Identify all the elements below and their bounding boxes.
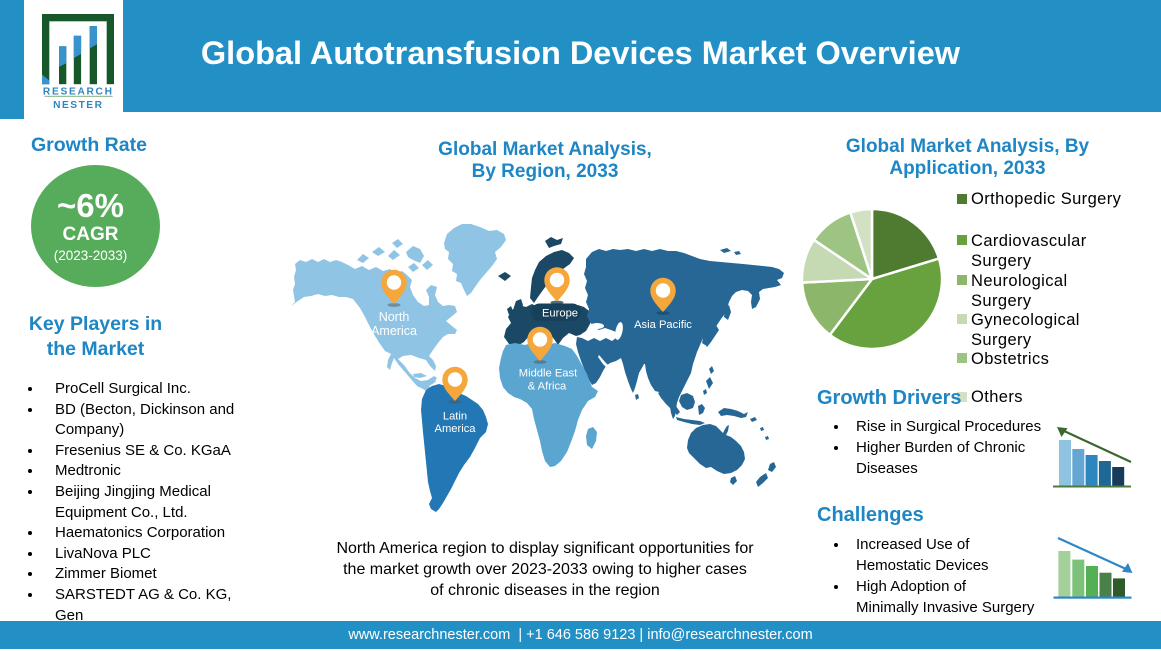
svg-text:America: America	[434, 423, 476, 435]
svg-text:America: America	[371, 324, 417, 338]
svg-text:& Africa: & Africa	[528, 381, 567, 393]
svg-text:RESEARCH: RESEARCH	[43, 87, 114, 98]
svg-text:Middle East: Middle East	[519, 368, 578, 380]
svg-text:Europe: Europe	[542, 308, 578, 320]
svg-text:NESTER: NESTER	[53, 100, 103, 111]
svg-text:Asia Pacific: Asia Pacific	[634, 319, 692, 331]
svg-text:North: North	[379, 310, 410, 324]
svg-text:Latin: Latin	[443, 411, 467, 423]
